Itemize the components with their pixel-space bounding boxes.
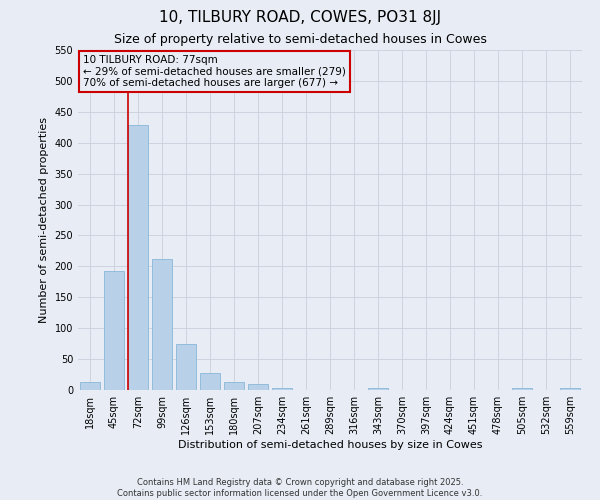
Text: Contains HM Land Registry data © Crown copyright and database right 2025.
Contai: Contains HM Land Registry data © Crown c… [118,478,482,498]
Bar [248,384,268,390]
Y-axis label: Number of semi-detached properties: Number of semi-detached properties [39,117,49,323]
Bar [560,388,580,390]
Bar [152,259,172,390]
Bar [104,270,124,390]
Bar [272,388,292,390]
Bar [176,344,196,390]
X-axis label: Distribution of semi-detached houses by size in Cowes: Distribution of semi-detached houses by … [178,440,482,450]
Bar [80,382,100,390]
Bar [200,374,220,390]
Bar [128,126,148,390]
Text: 10 TILBURY ROAD: 77sqm
← 29% of semi-detached houses are smaller (279)
70% of se: 10 TILBURY ROAD: 77sqm ← 29% of semi-det… [83,55,346,88]
Bar [512,388,532,390]
Text: Size of property relative to semi-detached houses in Cowes: Size of property relative to semi-detach… [113,32,487,46]
Bar [368,388,388,390]
Text: 10, TILBURY ROAD, COWES, PO31 8JJ: 10, TILBURY ROAD, COWES, PO31 8JJ [159,10,441,25]
Bar [224,382,244,390]
